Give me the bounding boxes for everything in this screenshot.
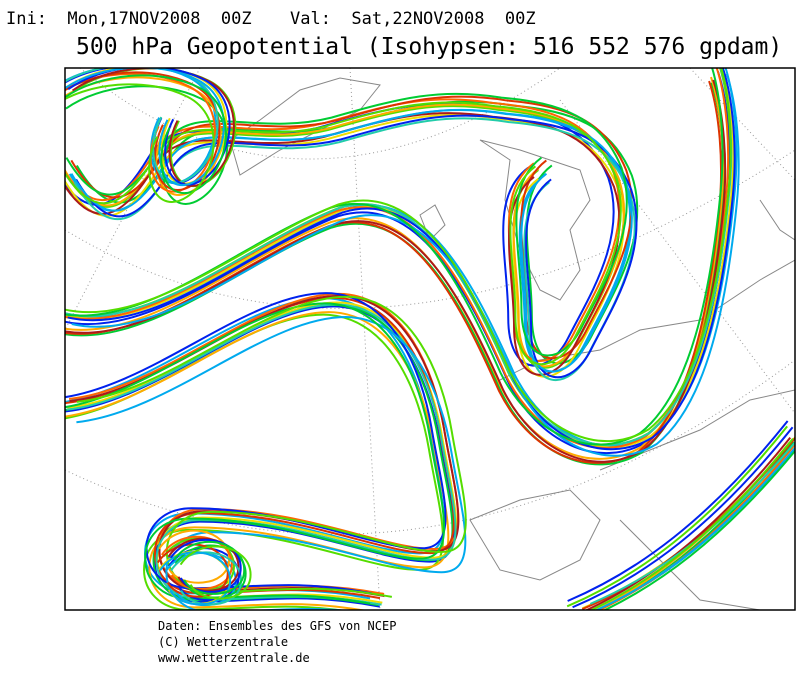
isohypse [65,74,227,195]
map-area [65,68,795,610]
isohypse [65,104,625,369]
isohypse [65,68,732,443]
footer-line: Daten: Ensembles des GFS von NCEP [158,619,396,633]
isohypse [65,92,628,357]
isohypse [67,68,231,186]
isohypse [65,304,454,607]
isohypse [76,316,467,610]
isohypse [65,113,625,378]
isohypse [572,426,794,609]
isohypse [594,446,795,610]
isohypse [65,68,730,449]
footer-line: www.wetterzentrale.de [158,651,310,665]
isohypse [71,68,235,187]
isohypse [173,540,246,595]
graticule [65,68,795,610]
valid-time: Val: Sat,22NOV2008 00Z [290,9,536,29]
isohypse [179,545,252,600]
isohypse [71,73,740,457]
isohypse [65,76,222,196]
isohypse [65,305,455,608]
isohypse [566,425,788,608]
map-title: 500 hPa Geopotential (Isohypsen: 516 552… [76,34,782,60]
ensemble-isohypses [65,68,795,610]
isohypse [65,311,450,610]
isohypse [602,449,795,610]
isohypse [65,103,626,368]
isohypse [75,114,638,379]
isohypse [567,420,789,602]
isohypse [69,68,738,448]
isohypse [589,437,794,610]
isohypse [73,117,636,382]
isohypse [65,72,216,193]
isohypse [75,100,639,365]
isohypse [159,551,232,606]
isohypse [65,71,221,191]
isohypse [584,436,792,610]
isohypse [65,79,727,463]
isohypse [65,83,215,203]
isohypse [67,68,736,451]
isohypse [65,313,444,610]
isohypse [597,441,795,610]
map-frame [64,67,796,611]
isohypse [65,68,219,184]
init-time: Ini: Mon,17NOV2008 00Z [6,9,252,29]
isohypse [65,112,621,376]
footer-line: (C) Wetterzentrale [158,635,288,649]
